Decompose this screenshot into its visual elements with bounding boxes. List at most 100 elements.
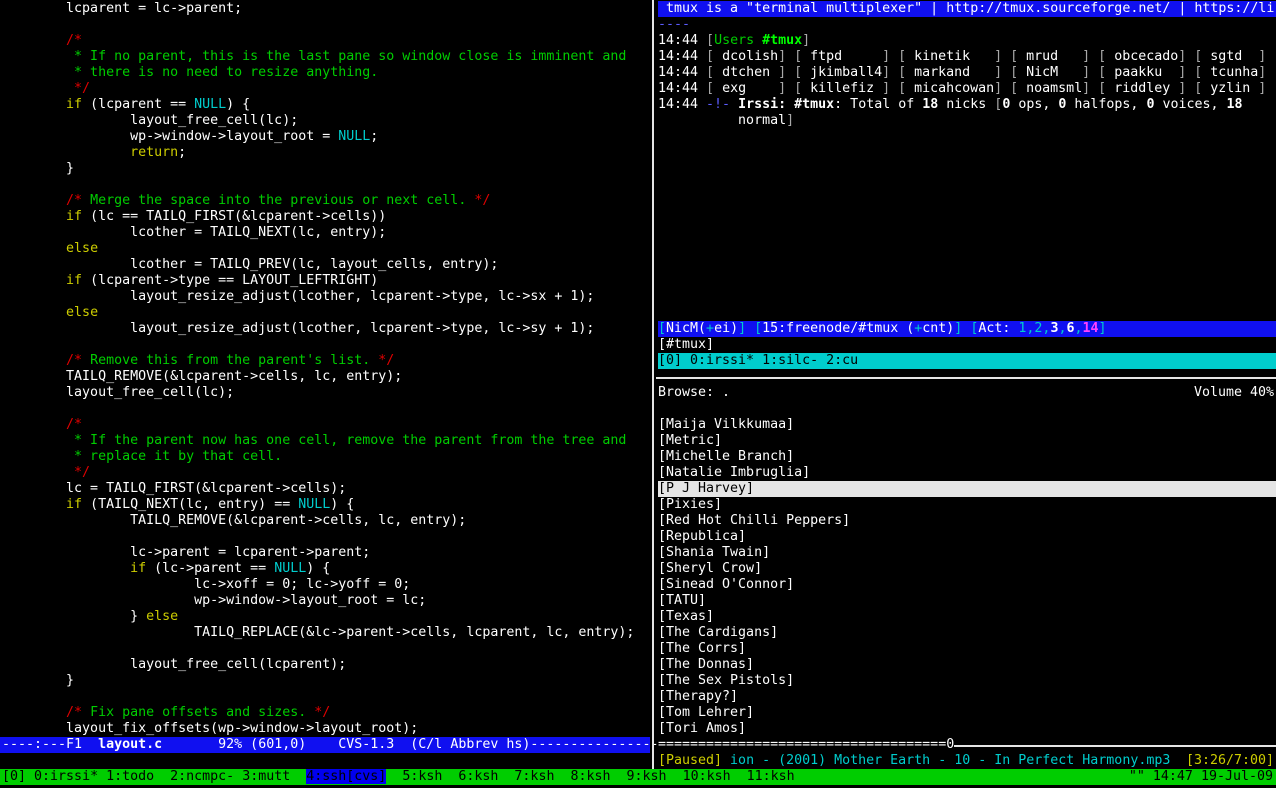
text-segment: Fix pane offsets and sizes. [82, 705, 314, 720]
code-line: if (lc == TAILQ_FIRST(&lcparent->cells)) [2, 209, 650, 225]
code-line: else [2, 305, 650, 321]
progress-remaining [954, 745, 1276, 747]
nick[interactable]: yzlin [1210, 81, 1258, 97]
text-segment: layout_free_cell(lc); [2, 113, 298, 128]
artist-list-item[interactable]: [The Corrs] [658, 641, 1276, 657]
emacs-pane[interactable]: lcparent = lc->parent; /* * If no parent… [2, 1, 650, 769]
window-tab[interactable]: 8:ksh [570, 769, 626, 784]
artist-list-item[interactable]: [Tori Amos] [658, 721, 1276, 737]
window-tab[interactable]: 1:todo [106, 769, 170, 784]
bracket: ] [1258, 49, 1274, 64]
nick[interactable]: NicM [1026, 65, 1082, 81]
artist-list-item[interactable]: [Tom Lehrer] [658, 705, 1276, 721]
timestamp: 14:44 [658, 81, 698, 96]
artist-list-item[interactable]: [Red Hot Chilli Peppers] [658, 513, 1276, 529]
window-tab[interactable]: 10:ksh [683, 769, 747, 784]
text-segment: ops, [1010, 97, 1058, 112]
text-segment: * If the parent now has one cell, remove… [2, 433, 626, 448]
artist-list-item[interactable]: [Sinead O'Connor] [658, 577, 1276, 593]
irssi-nick-row: 14:44 [ exg] [ killefiz] [ micahcowan] [… [658, 81, 1276, 97]
nick[interactable]: jkimball4 [810, 65, 882, 81]
nick[interactable]: kinetik [914, 49, 994, 65]
window-tab[interactable]: 4:ssh[cvs] [306, 769, 386, 784]
text-segment: TAILQ_REMOVE(&lcparent->cells, lc, entry… [2, 369, 402, 384]
nick[interactable]: mrud [1026, 49, 1082, 65]
text-segment: Users [714, 33, 762, 48]
code-line: lc->xoff = 0; lc->yoff = 0; [2, 577, 650, 593]
nick[interactable]: micahcowan [914, 81, 994, 97]
progress-bar[interactable]: ====================================0 [658, 737, 1276, 753]
text-segment: } [2, 673, 74, 688]
irssi-total-line-cont: normal] [658, 113, 1276, 129]
artist-name: [Maija Vilkkumaa] [658, 417, 794, 432]
artist-name: [The Corrs] [658, 641, 746, 656]
text-segment: return [130, 145, 178, 160]
window-tab[interactable]: 5:ksh [386, 769, 458, 784]
artist-list-item[interactable]: [Maija Vilkkumaa] [658, 417, 1276, 433]
artist-list-item[interactable]: [P J Harvey] [658, 481, 1276, 497]
topic-text: tmux is a "terminal multiplexer" | http:… [658, 1, 1274, 16]
vertical-pane-border[interactable] [652, 0, 654, 769]
code-line: /* Remove this from the parent's list. *… [2, 353, 650, 369]
artist-list-item[interactable]: [Metric] [658, 433, 1276, 449]
window-tab[interactable]: 6:ksh [458, 769, 514, 784]
nick[interactable]: killefiz [810, 81, 882, 97]
code-line: wp->window->layout_root = lc; [2, 593, 650, 609]
nick[interactable]: ftpd [810, 49, 882, 65]
artist-list-item[interactable]: [The Donnas] [658, 657, 1276, 673]
artist-name: [Tom Lehrer] [658, 705, 754, 720]
nick[interactable]: riddley [1114, 81, 1178, 97]
nick[interactable]: dtchen [722, 65, 778, 81]
horizontal-pane-border[interactable] [656, 377, 1276, 379]
window-tab[interactable]: 0:irssi* [34, 769, 106, 784]
text-segment: layout.c [98, 737, 162, 752]
artist-list-item[interactable]: [Texas] [658, 609, 1276, 625]
nick[interactable]: sgtd [1210, 49, 1258, 65]
status-clock: "" 14:47 19-Jul-09 [1129, 769, 1273, 785]
nick[interactable]: exg [722, 81, 778, 97]
nick[interactable]: noamsml [1026, 81, 1082, 97]
code-line [2, 17, 650, 33]
code-line: /* [2, 33, 650, 49]
code-line: /* Fix pane offsets and sizes. */ [2, 705, 650, 721]
artist-list-item[interactable]: [The Cardigans] [658, 625, 1276, 641]
code-line: */ [2, 81, 650, 97]
text-segment: 14 [1083, 321, 1099, 336]
window-tab[interactable]: 2:ncmpc- [170, 769, 242, 784]
artist-list-item[interactable]: [Natalie Imbruglia] [658, 465, 1276, 481]
artist-list-item[interactable]: [Republica] [658, 529, 1276, 545]
irssi-ncmpc-panes[interactable]: tmux is a "terminal multiplexer" | http:… [658, 1, 1276, 769]
artist-name: [Shania Twain] [658, 545, 770, 560]
artist-name: [Sheryl Crow] [658, 561, 762, 576]
code-line: layout_resize_adjust(lcother, lcparent->… [2, 321, 650, 337]
artist-list-item[interactable]: [Shania Twain] [658, 545, 1276, 561]
artist-list-item[interactable]: [Michelle Branch] [658, 449, 1276, 465]
nick[interactable]: paakku [1114, 65, 1178, 81]
nick[interactable]: obcecado [1114, 49, 1178, 65]
bracket: ] [1258, 81, 1274, 96]
artist-name: [Sinead O'Connor] [658, 577, 794, 592]
artist-list-item[interactable]: [The Sex Pistols] [658, 673, 1276, 689]
artist-name: [Pixies] [658, 497, 722, 512]
artist-list-item[interactable]: [Pixies] [658, 497, 1276, 513]
window-tab[interactable]: 9:ksh [627, 769, 683, 784]
artist-list-item[interactable]: [Therapy?] [658, 689, 1276, 705]
code-line: lcother = TAILQ_PREV(lc, layout_cells, e… [2, 257, 650, 273]
artist-list-item[interactable]: [Sheryl Crow] [658, 561, 1276, 577]
nick[interactable]: tcunha [1210, 65, 1258, 81]
artist-name: [Red Hot Chilli Peppers] [658, 513, 850, 528]
bracket: [ [794, 49, 810, 64]
nick[interactable]: dcolish [722, 49, 778, 65]
window-tab[interactable]: 3:mutt [242, 769, 306, 784]
text-segment: Act: [978, 321, 1018, 336]
window-tab[interactable]: 7:ksh [514, 769, 570, 784]
text-segment: /* [2, 33, 82, 48]
progress-elapsed: ====================================0 [658, 737, 954, 752]
window-tab[interactable]: 11:ksh [747, 769, 795, 784]
text-segment: : Total of [834, 97, 922, 112]
nick[interactable]: markand [914, 65, 994, 81]
irssi-input-prompt[interactable]: [#tmux] [658, 337, 1276, 353]
text-segment: NULL [338, 129, 370, 144]
artist-list-item[interactable]: [TATU] [658, 593, 1276, 609]
bracket: ] [994, 49, 1010, 64]
